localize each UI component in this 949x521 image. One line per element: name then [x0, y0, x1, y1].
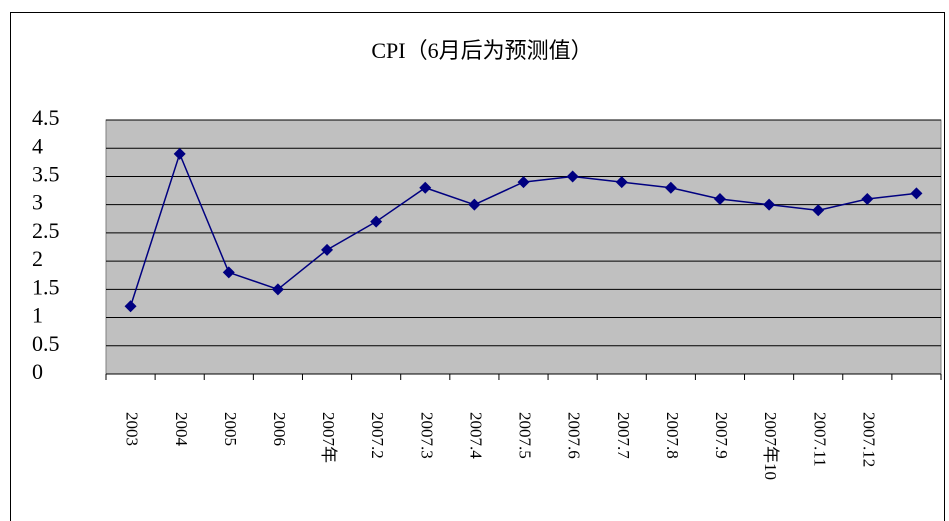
x-tick-label: 2007.5 — [516, 412, 535, 459]
data-point — [763, 198, 776, 211]
x-tick-label: 2007.4 — [466, 412, 485, 459]
y-tick-label: 3.5 — [32, 161, 60, 186]
y-tick-label: 0.5 — [32, 331, 60, 356]
y-tick-label: 1 — [32, 303, 43, 328]
x-tick-label: 2007.9 — [712, 412, 731, 459]
data-point — [910, 187, 923, 200]
data-point — [566, 170, 579, 183]
data-point — [812, 204, 825, 217]
y-tick-label: 4 — [32, 133, 43, 158]
data-point — [222, 266, 235, 279]
y-tick-label: 2 — [32, 246, 43, 271]
x-tick-label: 2007年 — [319, 412, 338, 463]
data-point — [173, 147, 186, 160]
data-point — [517, 176, 530, 189]
y-tick-label: 4.5 — [32, 105, 60, 130]
y-tick-label: 2.5 — [32, 218, 60, 243]
chart-title: CPI（6月后为预测值） — [371, 38, 592, 63]
data-point — [861, 193, 874, 206]
data-point — [664, 181, 677, 194]
x-tick-label: 2004 — [172, 412, 191, 447]
plot-area — [105, 119, 942, 375]
y-tick-label: 1.5 — [32, 274, 60, 299]
data-point — [271, 283, 284, 296]
data-point — [468, 198, 481, 211]
x-tick-label: 2007.3 — [417, 412, 436, 459]
x-tick-label: 2007.11 — [810, 412, 829, 467]
data-point — [370, 215, 383, 228]
y-tick-label: 0 — [32, 359, 43, 384]
data-point — [321, 243, 334, 256]
data-point — [419, 181, 432, 194]
x-tick-label: 2007.6 — [565, 412, 584, 459]
x-tick-label: 2007.8 — [663, 412, 682, 459]
x-tick-label: 2007年10 — [761, 412, 780, 480]
x-tick-label: 2003 — [123, 412, 142, 446]
x-tick-label: 2007.2 — [368, 412, 387, 459]
x-tick-label: 2007.12 — [859, 412, 878, 467]
data-point — [615, 176, 628, 189]
data-point — [713, 193, 726, 206]
x-tick-label: 2005 — [221, 412, 240, 446]
y-tick-label: 3 — [32, 190, 43, 215]
x-tick-label: 2006 — [270, 412, 289, 446]
x-tick-label: 2007.7 — [614, 412, 633, 459]
data-point — [124, 300, 137, 313]
